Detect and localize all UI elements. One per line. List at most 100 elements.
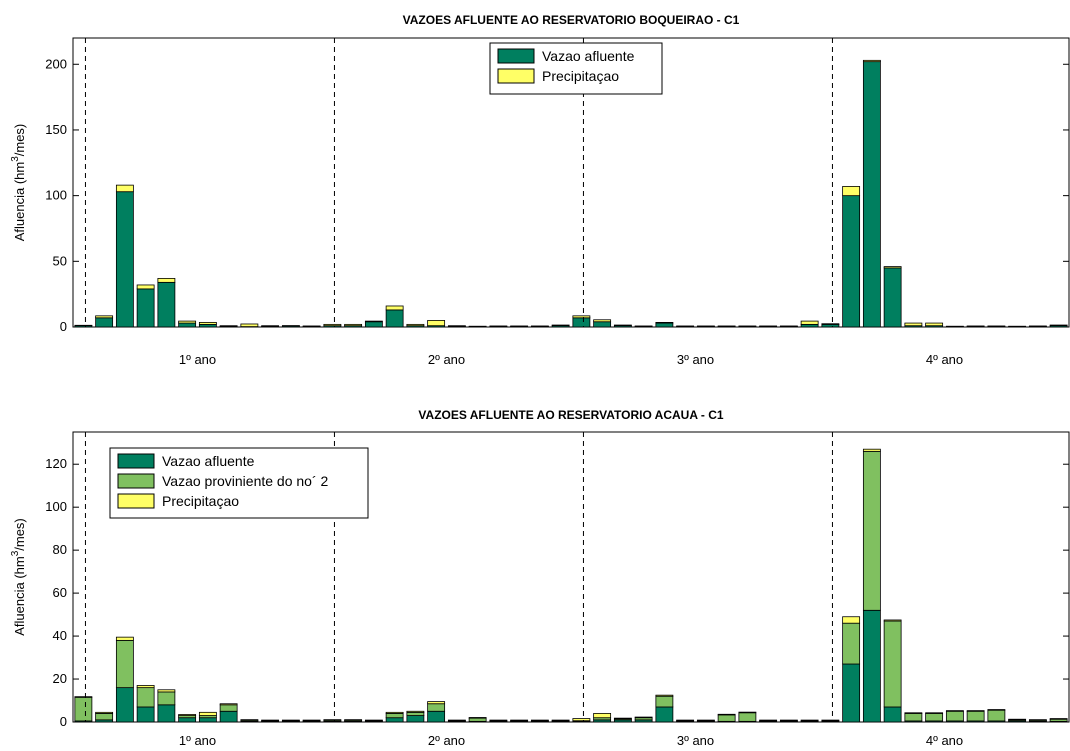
bar-3-31 — [696, 719, 715, 722]
bar-3-30 — [676, 719, 695, 722]
year-label: 3º ano — [677, 733, 714, 748]
bar-1-29 — [655, 322, 674, 328]
bar-1-39 — [862, 61, 881, 328]
bar-3-9 — [240, 719, 259, 721]
bar-3-16 — [385, 711, 404, 714]
bar-1-16 — [385, 717, 404, 723]
y-tick-label: 20 — [53, 671, 67, 686]
bar-1-5 — [157, 281, 176, 328]
y-tick-label: 0 — [60, 714, 67, 729]
bar-1-15 — [364, 321, 383, 328]
y-axis-label-superscript: 3 — [10, 550, 21, 556]
bar-3-23 — [530, 719, 549, 722]
bar-2-38 — [842, 186, 861, 197]
y-axis-label-main: Afluencia (hm — [12, 556, 27, 635]
bar-3-18 — [427, 701, 446, 705]
bar-3-42 — [925, 712, 944, 714]
legend-swatch — [497, 48, 535, 64]
bar-3-10 — [261, 719, 280, 722]
bar-2-4 — [136, 284, 155, 290]
legend-swatch — [117, 453, 155, 469]
legend: Vazao afluente Vazao proviniente do no´ 2… — [109, 447, 369, 519]
bar-3-5 — [157, 689, 176, 693]
legend-swatch — [117, 493, 155, 509]
bar-3-36 — [800, 719, 819, 722]
bar-3-7 — [198, 711, 217, 716]
bar-3-1 — [74, 696, 93, 698]
bar-3-22 — [510, 719, 529, 722]
bar-3-15 — [364, 719, 383, 722]
year-label: 1º ano — [179, 352, 216, 367]
bar-1-3 — [115, 191, 134, 328]
bar-1-18 — [427, 710, 446, 723]
bar-2-2 — [95, 315, 114, 319]
bar-3-6 — [178, 714, 197, 716]
plot-area — [72, 431, 1070, 723]
chart-title: VAZOES AFLUENTE AO RESERVATORIO ACAUA - … — [418, 408, 723, 422]
bar-1-7 — [198, 717, 217, 723]
y-tick-label: 100 — [45, 188, 67, 203]
bar-3-32 — [717, 713, 736, 716]
bar-2-25 — [572, 315, 591, 319]
bar-3-47 — [1028, 719, 1047, 721]
bar-2-39 — [862, 59, 881, 63]
chart-title: VAZOES AFLUENTE AO RESERVATORIO BOQUEIRA… — [403, 13, 740, 27]
legend-entry: Vazao proviniente do no´ 2 — [162, 473, 329, 489]
bar-2-45 — [987, 709, 1006, 722]
year-label: 4º ano — [926, 352, 963, 367]
bar-3-12 — [302, 719, 321, 722]
y-tick-label: 200 — [45, 56, 67, 71]
bar-2-41 — [904, 713, 923, 722]
bar-2-44 — [966, 710, 985, 722]
bar-1-40 — [883, 706, 902, 723]
y-tick-label: 40 — [53, 628, 67, 643]
bar-2-13 — [323, 323, 342, 327]
legend: Vazao afluente Precipitaçao — [489, 42, 663, 95]
bar-2-42 — [925, 713, 944, 722]
bar-1-2 — [95, 317, 114, 328]
bar-3-28 — [634, 716, 653, 719]
bar-2-8 — [219, 704, 238, 712]
bar-2-24 — [551, 324, 570, 327]
bar-1-38 — [842, 663, 861, 723]
bar-2-40 — [883, 620, 902, 708]
legend-entry: Precipitaçao — [542, 68, 619, 84]
bar-2-33 — [738, 712, 757, 722]
bar-2-3 — [115, 639, 134, 689]
bar-2-39 — [862, 450, 881, 611]
bar-2-38 — [842, 622, 861, 665]
bar-3-46 — [1008, 718, 1027, 721]
bar-3-29 — [655, 694, 674, 697]
bar-3-4 — [136, 685, 155, 689]
bar-2-16 — [385, 713, 404, 719]
bar-3-17 — [406, 710, 425, 713]
bar-2-2 — [95, 713, 114, 721]
y-axis-label-superscript: 3 — [10, 156, 21, 162]
bar-2-26 — [593, 319, 612, 323]
legend-entry: Vazao afluente — [542, 48, 635, 64]
y-tick-label: 50 — [53, 253, 67, 268]
bar-2-48 — [1049, 324, 1068, 327]
bar-2-18 — [427, 703, 446, 712]
chart-panel-2: VAZOES AFLUENTE AO RESERVATORIO ACAUA - … — [10, 408, 1070, 748]
bar-3-24 — [551, 719, 570, 722]
bar-2-36 — [800, 320, 819, 325]
y-tick-label: 100 — [45, 499, 67, 514]
bar-2-19 — [447, 325, 466, 327]
bar-3-13 — [323, 719, 342, 721]
chart-panel-1: VAZOES AFLUENTE AO RESERVATORIO BOQUEIRA… — [10, 13, 1070, 367]
y-axis-label: Afluencia (hm3/mes) — [10, 518, 27, 636]
y-axis-label-unit: /mes) — [12, 124, 27, 157]
bar-2-14 — [344, 323, 363, 327]
bar-2-18 — [427, 320, 446, 327]
bar-2-43 — [945, 710, 964, 722]
bar-1-5 — [157, 704, 176, 723]
bar-2-10 — [261, 325, 280, 327]
bar-2-40 — [883, 266, 902, 269]
bar-3-38 — [842, 616, 861, 624]
y-tick-label: 150 — [45, 122, 67, 137]
year-label: 2º ano — [428, 352, 465, 367]
bar-2-6 — [178, 320, 197, 324]
bar-1-26 — [593, 321, 612, 328]
y-tick-label: 80 — [53, 542, 67, 557]
